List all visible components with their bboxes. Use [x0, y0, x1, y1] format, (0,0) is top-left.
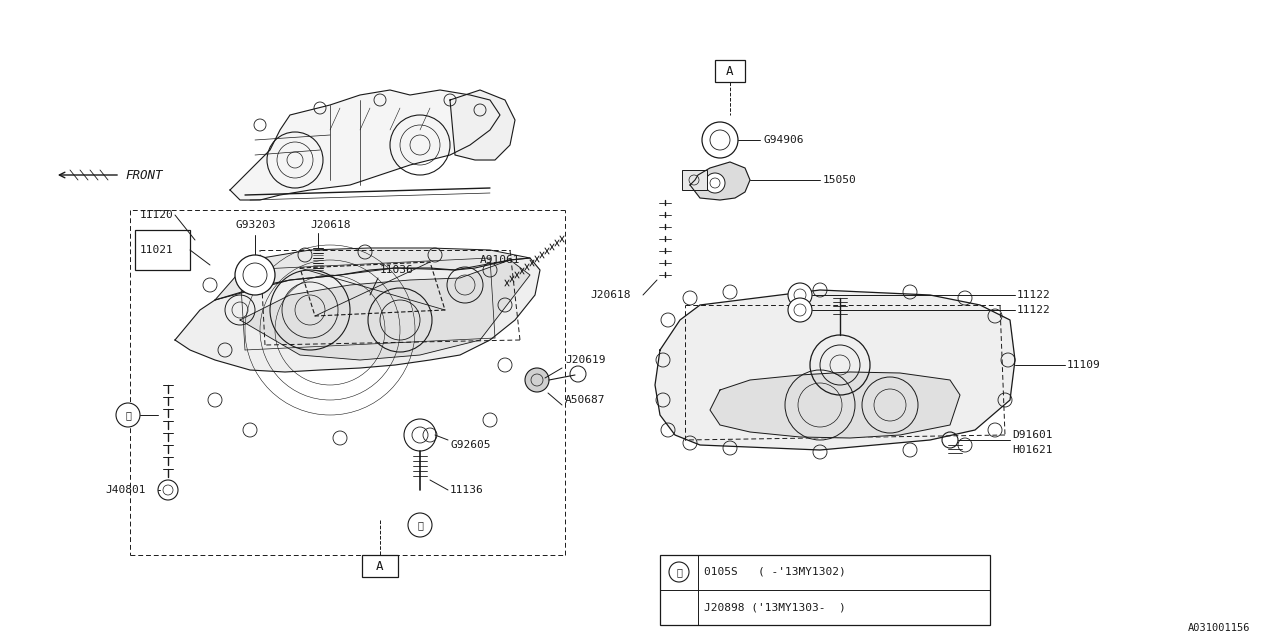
Text: 11021: 11021 [140, 245, 174, 255]
Text: ①: ① [125, 410, 131, 420]
Text: 11136: 11136 [451, 485, 484, 495]
Text: J20618: J20618 [310, 220, 351, 230]
Circle shape [701, 122, 739, 158]
Text: 11036: 11036 [380, 265, 413, 275]
Bar [682, 170, 707, 190]
Text: 0105S   ( -'13MY1302): 0105S ( -'13MY1302) [704, 567, 846, 577]
Text: G94906: G94906 [763, 135, 804, 145]
Polygon shape [215, 248, 530, 300]
Circle shape [408, 513, 433, 537]
Circle shape [236, 255, 275, 295]
Bar [660, 555, 989, 625]
Circle shape [116, 403, 140, 427]
Polygon shape [230, 90, 500, 200]
Bar [134, 230, 189, 270]
Polygon shape [451, 90, 515, 160]
Circle shape [788, 298, 812, 322]
Polygon shape [690, 162, 750, 200]
Text: J20619: J20619 [564, 355, 605, 365]
Circle shape [788, 283, 812, 307]
Polygon shape [241, 260, 530, 360]
Text: G93203: G93203 [236, 220, 275, 230]
Text: 11120: 11120 [140, 210, 174, 220]
Text: A: A [376, 559, 384, 573]
Text: ①: ① [417, 520, 422, 530]
Text: FRONT: FRONT [125, 168, 163, 182]
Text: G92605: G92605 [451, 440, 490, 450]
Text: A031001156: A031001156 [1188, 623, 1251, 633]
Circle shape [705, 173, 724, 193]
Text: ①: ① [676, 567, 682, 577]
Bar [716, 60, 745, 82]
Text: J40801: J40801 [105, 485, 146, 495]
Text: H01621: H01621 [1012, 445, 1052, 455]
Polygon shape [175, 258, 540, 372]
Text: A50687: A50687 [564, 395, 605, 405]
Text: A91061: A91061 [480, 255, 521, 265]
Text: 11122: 11122 [1018, 290, 1051, 300]
Text: 11109: 11109 [1068, 360, 1101, 370]
Text: A: A [726, 65, 733, 77]
Circle shape [525, 368, 549, 392]
Polygon shape [655, 290, 1015, 450]
Text: J20898 ('13MY1303-  ): J20898 ('13MY1303- ) [704, 602, 846, 612]
Bar [362, 555, 398, 577]
Text: D91601: D91601 [1012, 430, 1052, 440]
Text: J20618: J20618 [590, 290, 631, 300]
Circle shape [157, 480, 178, 500]
Polygon shape [710, 372, 960, 438]
Circle shape [669, 562, 689, 582]
Text: 11122: 11122 [1018, 305, 1051, 315]
Text: 15050: 15050 [823, 175, 856, 185]
